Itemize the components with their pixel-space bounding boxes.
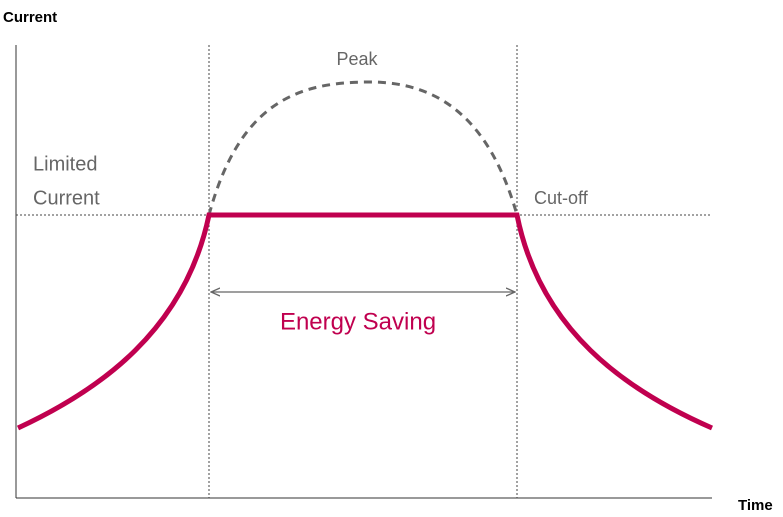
limited-curve	[16, 212, 714, 431]
limited-label: Current	[33, 187, 100, 209]
cutoff-label: Cut-off	[534, 188, 589, 208]
x-axis-title: Time	[738, 497, 773, 514]
saving-label: Energy Saving	[280, 308, 436, 335]
y-axis-title: Current	[3, 9, 57, 26]
limited-label: Limited	[33, 153, 97, 175]
peak-label: Peak	[336, 49, 378, 69]
peak-curve	[207, 80, 519, 216]
